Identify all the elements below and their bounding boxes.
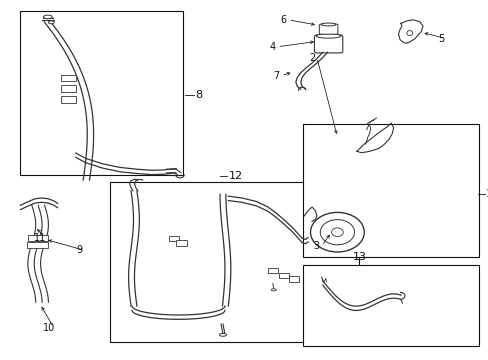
Ellipse shape	[48, 21, 54, 24]
Text: 5: 5	[437, 33, 443, 44]
Bar	[28, 235, 48, 241]
Bar	[303, 124, 478, 257]
Text: 12: 12	[228, 171, 243, 181]
Bar	[303, 265, 478, 346]
Text: 10: 10	[42, 323, 55, 333]
Text: 4: 4	[269, 42, 275, 52]
FancyBboxPatch shape	[319, 24, 337, 34]
Ellipse shape	[219, 333, 226, 336]
Ellipse shape	[271, 289, 276, 291]
Text: 11: 11	[34, 233, 46, 243]
Text: 9: 9	[76, 245, 82, 255]
Text: 7: 7	[273, 71, 279, 81]
Bar	[176, 240, 186, 246]
Ellipse shape	[43, 15, 52, 19]
Ellipse shape	[321, 23, 335, 26]
Text: 1: 1	[485, 189, 488, 199]
Text: 8: 8	[195, 90, 203, 100]
Text: 6: 6	[280, 15, 286, 25]
Bar	[61, 75, 76, 81]
Bar	[61, 85, 76, 92]
Text: 13: 13	[352, 252, 366, 262]
Bar	[168, 236, 179, 241]
Text: 3: 3	[313, 241, 319, 251]
Ellipse shape	[406, 31, 412, 36]
Bar	[20, 11, 183, 175]
Bar	[61, 96, 76, 103]
Bar	[27, 242, 48, 248]
Bar	[110, 182, 359, 342]
Bar	[289, 276, 299, 282]
Bar	[267, 268, 277, 273]
Text: 2: 2	[308, 53, 314, 63]
Ellipse shape	[316, 34, 340, 38]
FancyBboxPatch shape	[314, 35, 342, 53]
Bar	[278, 273, 288, 278]
